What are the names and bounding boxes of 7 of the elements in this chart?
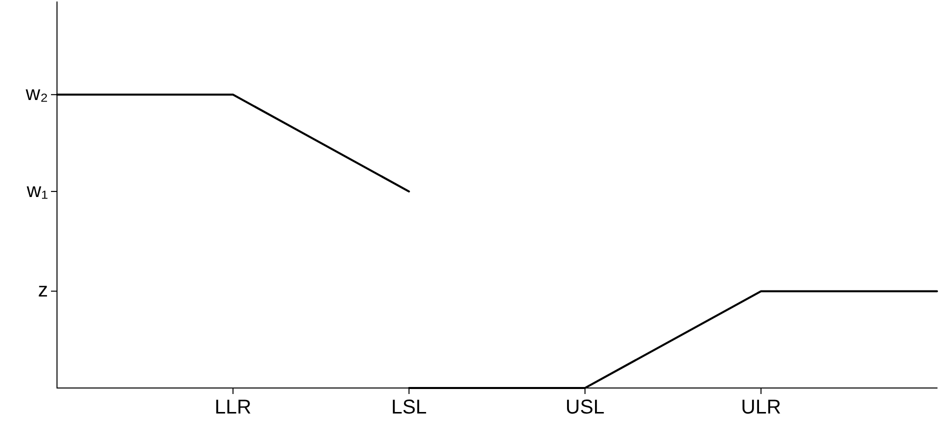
x-tick-label: USL bbox=[566, 396, 604, 419]
text: w₁ bbox=[26, 180, 48, 202]
x-tick-label: LLR bbox=[214, 396, 252, 419]
text: z bbox=[38, 280, 48, 302]
text: w₂ bbox=[24, 83, 48, 106]
x-tick-label: ULR bbox=[740, 396, 782, 419]
x-tick-label: LSL bbox=[391, 396, 427, 419]
